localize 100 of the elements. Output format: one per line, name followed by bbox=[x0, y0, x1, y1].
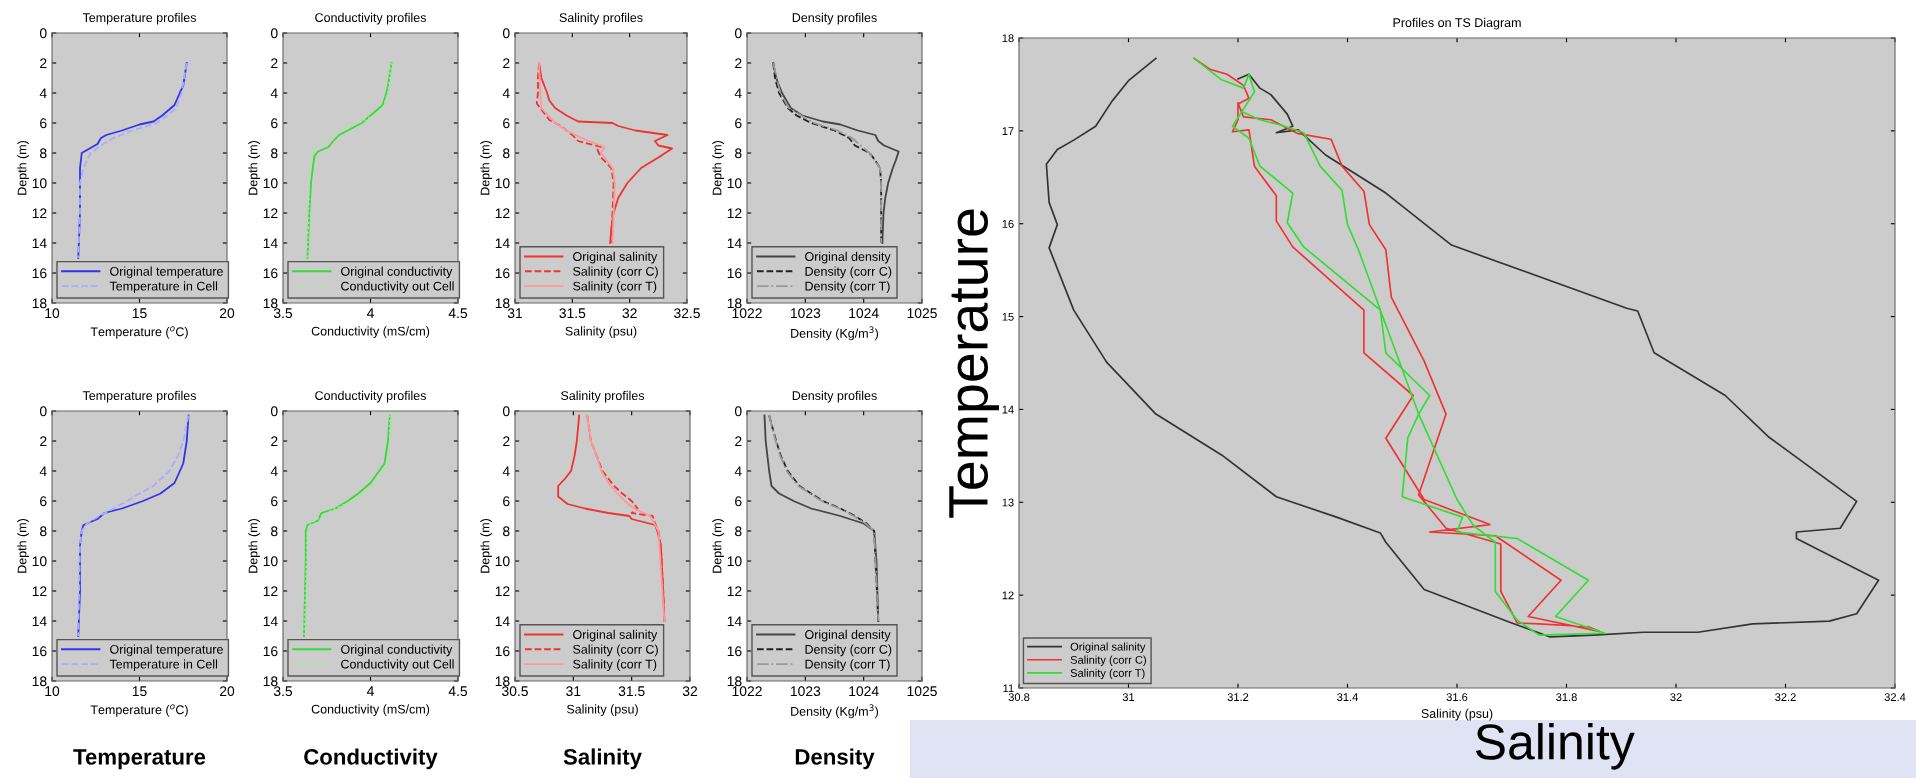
x-tick-label: 15 bbox=[132, 686, 147, 697]
x-tick-label: 1024 bbox=[849, 308, 879, 319]
y-axis-title: Depth (m) bbox=[712, 140, 724, 195]
y-tick-label: 2 bbox=[271, 436, 278, 447]
y-tick-label: 6 bbox=[735, 496, 742, 507]
x-tick-label: 1022 bbox=[732, 686, 762, 697]
y-tick-label: 6 bbox=[271, 118, 278, 129]
x-tick-label: 31 bbox=[1122, 693, 1135, 702]
chart-title: Salinity profiles bbox=[559, 12, 643, 25]
y-tick-label: 10 bbox=[727, 178, 742, 189]
legend-label: Density (corr T) bbox=[805, 281, 890, 293]
y-tick-label: 10 bbox=[263, 556, 278, 567]
y-tick-label: 4 bbox=[734, 88, 742, 99]
x-tick-label: 30.8 bbox=[1008, 693, 1030, 702]
legend-label: Original salinity bbox=[573, 251, 658, 264]
x-axis-title: Density (Kg/m$^{3}$) bbox=[791, 704, 879, 719]
y-tick-label: 8 bbox=[503, 526, 510, 537]
y-tick-label: 10 bbox=[495, 556, 510, 567]
y-tick-label: 18 bbox=[495, 676, 510, 687]
y-axis-title: Depth (m) bbox=[248, 518, 260, 573]
y-tick-label: 4 bbox=[734, 466, 742, 477]
y-tick-label: 18 bbox=[32, 298, 47, 309]
y-tick-label: 2 bbox=[40, 436, 47, 447]
text: Density bbox=[795, 748, 875, 770]
y-tick-label: 14 bbox=[727, 616, 742, 627]
y-tick-label: 12 bbox=[263, 586, 278, 597]
x-axis-title: Salinity (psu) bbox=[565, 326, 637, 339]
y-tick-label: 12 bbox=[1002, 591, 1014, 600]
legend-label: Density (corr C) bbox=[805, 266, 892, 279]
y-tick-label: 12 bbox=[32, 208, 47, 219]
x-tick-label: 3.5 bbox=[273, 686, 293, 697]
y-tick-label: 8 bbox=[503, 148, 510, 159]
y-tick-label: 6 bbox=[271, 496, 278, 507]
x-tick-label: 31.8 bbox=[1556, 693, 1577, 702]
y-tick-label: 18 bbox=[727, 676, 742, 687]
y-tick-label: 0 bbox=[270, 406, 278, 417]
y-tick-label: 12 bbox=[495, 208, 510, 219]
y-tick-label: 8 bbox=[735, 148, 742, 159]
y-tick-label: 6 bbox=[503, 496, 510, 507]
x-axis-title: Salinity (psu) bbox=[566, 704, 638, 717]
y-tick-label: 14 bbox=[495, 616, 510, 627]
y-tick-label: 13 bbox=[1002, 498, 1014, 507]
y-tick-label: 2 bbox=[271, 58, 278, 69]
y-tick-label: 12 bbox=[32, 586, 47, 597]
legend-label: Salinity (corr C) bbox=[1070, 655, 1146, 666]
legend-label: Conductivity out Cell bbox=[341, 659, 454, 671]
legend-label: Original conductivity bbox=[341, 266, 453, 279]
x-tick-label: 32.5 bbox=[674, 308, 700, 319]
y-tick-label: 16 bbox=[495, 268, 510, 279]
x-tick-label: 31.5 bbox=[618, 686, 645, 697]
x-axis-title: Temperature ($^{o}$C) bbox=[90, 704, 188, 717]
legend-label: Temperature in Cell bbox=[109, 281, 218, 293]
x-tick-label: 20 bbox=[219, 686, 235, 697]
x-tick-label: 1022 bbox=[732, 308, 762, 319]
x-tick-label: 32.4 bbox=[1884, 693, 1906, 702]
y-axis-title: Depth (m) bbox=[17, 140, 29, 195]
y-tick-label: 18 bbox=[727, 298, 742, 309]
chart-title: Temperature profiles bbox=[82, 390, 197, 403]
chart-title: Conductivity profiles bbox=[315, 390, 426, 403]
y-tick-label: 18 bbox=[263, 676, 278, 687]
y-tick-label: 10 bbox=[495, 178, 510, 189]
y-tick-label: 2 bbox=[735, 436, 742, 447]
line-series bbox=[77, 62, 188, 259]
y-tick-label: 8 bbox=[40, 526, 47, 537]
x-tick-label: 4 bbox=[366, 686, 374, 696]
y-tick-label: 4 bbox=[270, 466, 278, 477]
x-tick-label: 31 bbox=[507, 308, 523, 319]
y-tick-label: 2 bbox=[503, 58, 510, 69]
y-tick-label: 8 bbox=[271, 148, 278, 159]
y-axis-title: Depth (m) bbox=[480, 518, 492, 573]
y-tick-label: 4 bbox=[39, 466, 47, 477]
y-tick-label: 0 bbox=[270, 28, 278, 39]
y-tick-label: 14 bbox=[495, 238, 510, 249]
y-tick-label: 16 bbox=[727, 268, 742, 279]
x-tick-label: 15 bbox=[132, 308, 147, 319]
y-tick-label: 8 bbox=[271, 526, 278, 537]
x-tick-label: 32 bbox=[1670, 693, 1682, 702]
y-tick-label: 14 bbox=[1002, 405, 1014, 414]
x-tick-label: 30.5 bbox=[502, 686, 528, 697]
y-tick-label: 8 bbox=[40, 148, 47, 159]
x-tick-label: 4.5 bbox=[448, 686, 468, 697]
text: Salinity bbox=[1475, 723, 1635, 770]
legend-label: Salinity (corr C) bbox=[573, 644, 658, 657]
x-tick-label: 4.5 bbox=[448, 308, 468, 319]
y-tick-label: 0 bbox=[734, 406, 742, 417]
chart-title: Salinity profiles bbox=[561, 390, 645, 403]
line-series bbox=[306, 62, 393, 259]
text: Conductivity bbox=[304, 748, 438, 770]
y-tick-label: 10 bbox=[263, 178, 278, 189]
y-tick-label: 2 bbox=[735, 58, 742, 69]
y-tick-label: 6 bbox=[503, 118, 510, 129]
y-tick-label: 18 bbox=[32, 676, 47, 687]
y-tick-label: 0 bbox=[734, 28, 742, 39]
legend-label: Salinity (corr C) bbox=[573, 266, 658, 279]
y-tick-label: 6 bbox=[40, 496, 47, 507]
line-series bbox=[1045, 57, 1880, 638]
chart-title: Density profiles bbox=[792, 390, 877, 403]
y-tick-label: 6 bbox=[735, 118, 742, 129]
y-tick-label: 16 bbox=[32, 268, 47, 279]
legend-label: Conductivity out Cell bbox=[341, 281, 454, 293]
